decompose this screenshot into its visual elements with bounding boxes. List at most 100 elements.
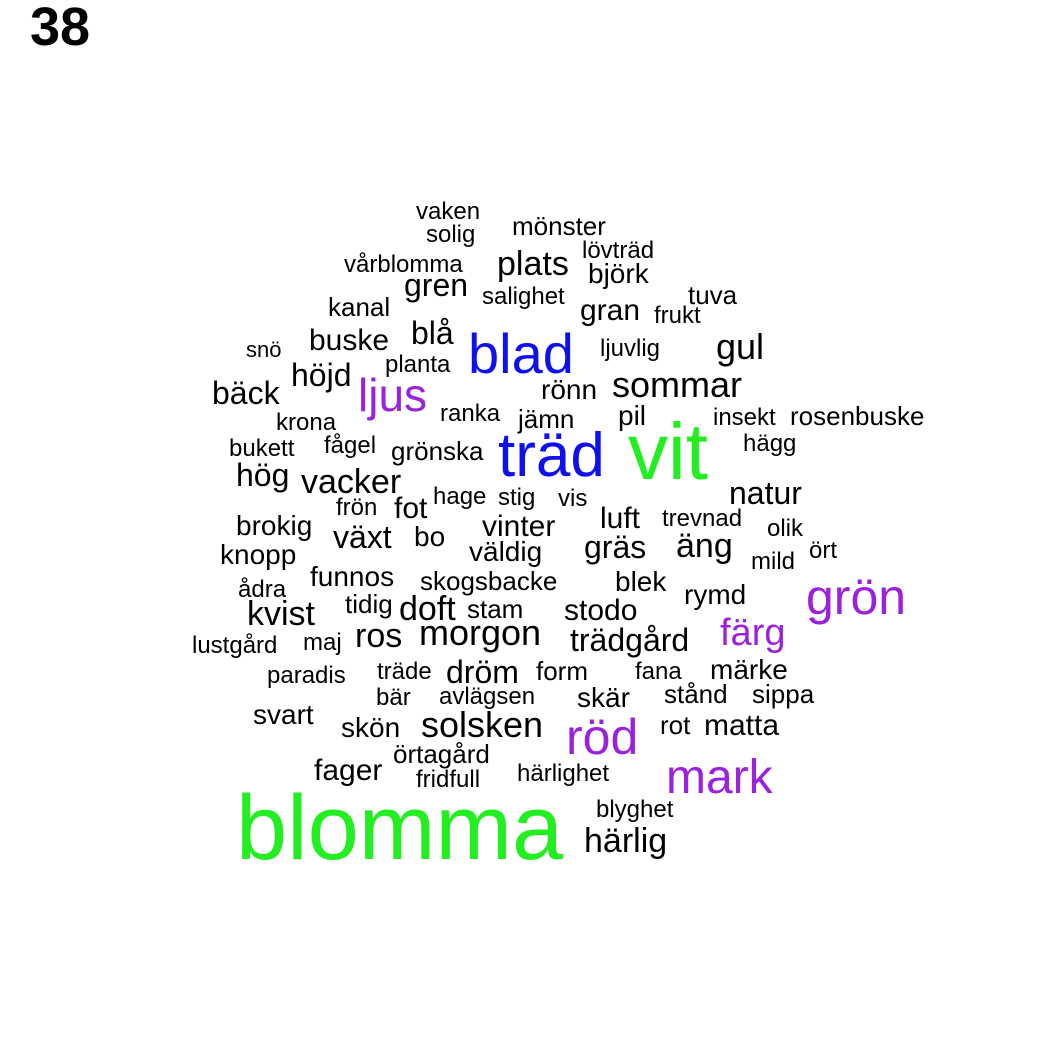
word-54: olik [767, 515, 804, 542]
word-39: bukett [229, 435, 295, 462]
word-17: salighet [482, 283, 565, 310]
word-63: funnos [310, 561, 395, 592]
word-96: fridfull [416, 766, 481, 793]
word-31: rönn [541, 374, 598, 405]
word-47: vis [558, 485, 588, 512]
word-32: ranka [440, 400, 501, 427]
word-80: dröm [446, 654, 519, 690]
word-55: växt [333, 519, 392, 555]
word-19: kanal [328, 292, 391, 322]
word-49: fot [394, 492, 428, 525]
word-76: lustgård [192, 632, 278, 659]
word-84: bär [376, 684, 411, 711]
word-99: härlig [584, 822, 668, 860]
word-61: ört [809, 537, 838, 564]
word-67: rymd [684, 579, 747, 610]
word-56: bo [414, 521, 446, 552]
word-37: krona [276, 409, 337, 436]
word-69: kvist [247, 595, 315, 633]
word-22: blå [411, 315, 454, 351]
page-number: 38 [30, 0, 91, 57]
word-94: örtagård [393, 739, 490, 769]
word-78: paradis [267, 662, 346, 689]
word-4: grön [806, 569, 907, 625]
word-52: brokig [236, 510, 313, 541]
word-83: märke [710, 654, 788, 685]
word-51: luft [600, 502, 641, 535]
word-73: ros [355, 617, 403, 655]
word-59: äng [676, 527, 733, 565]
word-25: ljuvlig [600, 335, 661, 362]
word-33: pil [618, 400, 647, 431]
word-11: solig [426, 221, 476, 248]
word-36: rosenbuske [790, 401, 925, 431]
word-2: träd [498, 421, 605, 490]
word-6: röd [566, 709, 639, 765]
word-70: doft [399, 590, 456, 628]
word-12: lövträd [582, 237, 655, 264]
word-8: färg [720, 612, 786, 654]
word-60: knopp [220, 539, 297, 570]
word-77: maj [303, 629, 342, 656]
word-20: gran [580, 294, 641, 327]
word-95: fager [314, 754, 383, 787]
word-48: frön [336, 494, 378, 521]
word-72: stodo [564, 594, 638, 627]
word-40: fågel [324, 432, 377, 459]
word-41: grönska [391, 436, 484, 466]
word-24: snö [246, 337, 282, 362]
word-89: svart [253, 699, 314, 730]
word-23: buske [309, 324, 390, 357]
word-7: ljus [358, 369, 428, 421]
word-1: vit [628, 407, 708, 496]
word-43: vacker [301, 463, 402, 501]
word-34: jämn [518, 404, 575, 434]
word-9: vaken [416, 198, 481, 225]
word-10: mönster [512, 211, 606, 241]
word-18: tuva [688, 280, 738, 310]
word-13: vårblomma [344, 251, 463, 278]
word-90: skön [341, 712, 401, 743]
word-0: blomma [236, 777, 564, 879]
word-42: hög [236, 457, 290, 493]
word-44: natur [729, 475, 802, 511]
word-53: vinter [482, 510, 556, 543]
word-81: form [536, 656, 588, 686]
word-46: stig [498, 484, 536, 511]
word-88: sippa [752, 679, 815, 709]
word-97: härlighet [517, 760, 610, 787]
word-28: höjd [291, 357, 352, 393]
word-93: matta [704, 709, 780, 742]
word-66: ådra [238, 576, 287, 603]
word-45: hage [433, 483, 487, 510]
word-35: insekt [713, 404, 776, 431]
word-27: planta [385, 351, 451, 378]
word-87: stånd [664, 679, 728, 709]
word-38: hägg [743, 430, 797, 457]
word-15: björk [588, 258, 649, 289]
word-5: mark [666, 751, 773, 804]
word-68: tidig [345, 589, 393, 619]
word-86: skär [577, 682, 630, 713]
word-30: bäck [212, 375, 280, 411]
word-91: solsken [421, 704, 544, 745]
word-92: rot [660, 710, 691, 740]
word-79: träde [377, 658, 432, 685]
word-57: väldig [469, 536, 543, 567]
word-26: gul [716, 326, 765, 367]
word-3: blad [468, 322, 574, 385]
word-75: trädgård [570, 622, 690, 658]
word-58: gräs [584, 529, 647, 565]
word-71: stam [467, 594, 524, 624]
word-74: morgon [419, 612, 542, 653]
word-85: avlägsen [439, 683, 536, 710]
word-65: blek [615, 566, 667, 597]
word-14: plats [497, 245, 569, 283]
word-82: fana [635, 658, 682, 685]
word-50: trevnad [662, 505, 743, 532]
word-98: blyghet [596, 796, 674, 823]
word-64: skogsbacke [420, 566, 558, 596]
word-21: frukt [654, 302, 701, 329]
word-16: gren [404, 267, 469, 303]
